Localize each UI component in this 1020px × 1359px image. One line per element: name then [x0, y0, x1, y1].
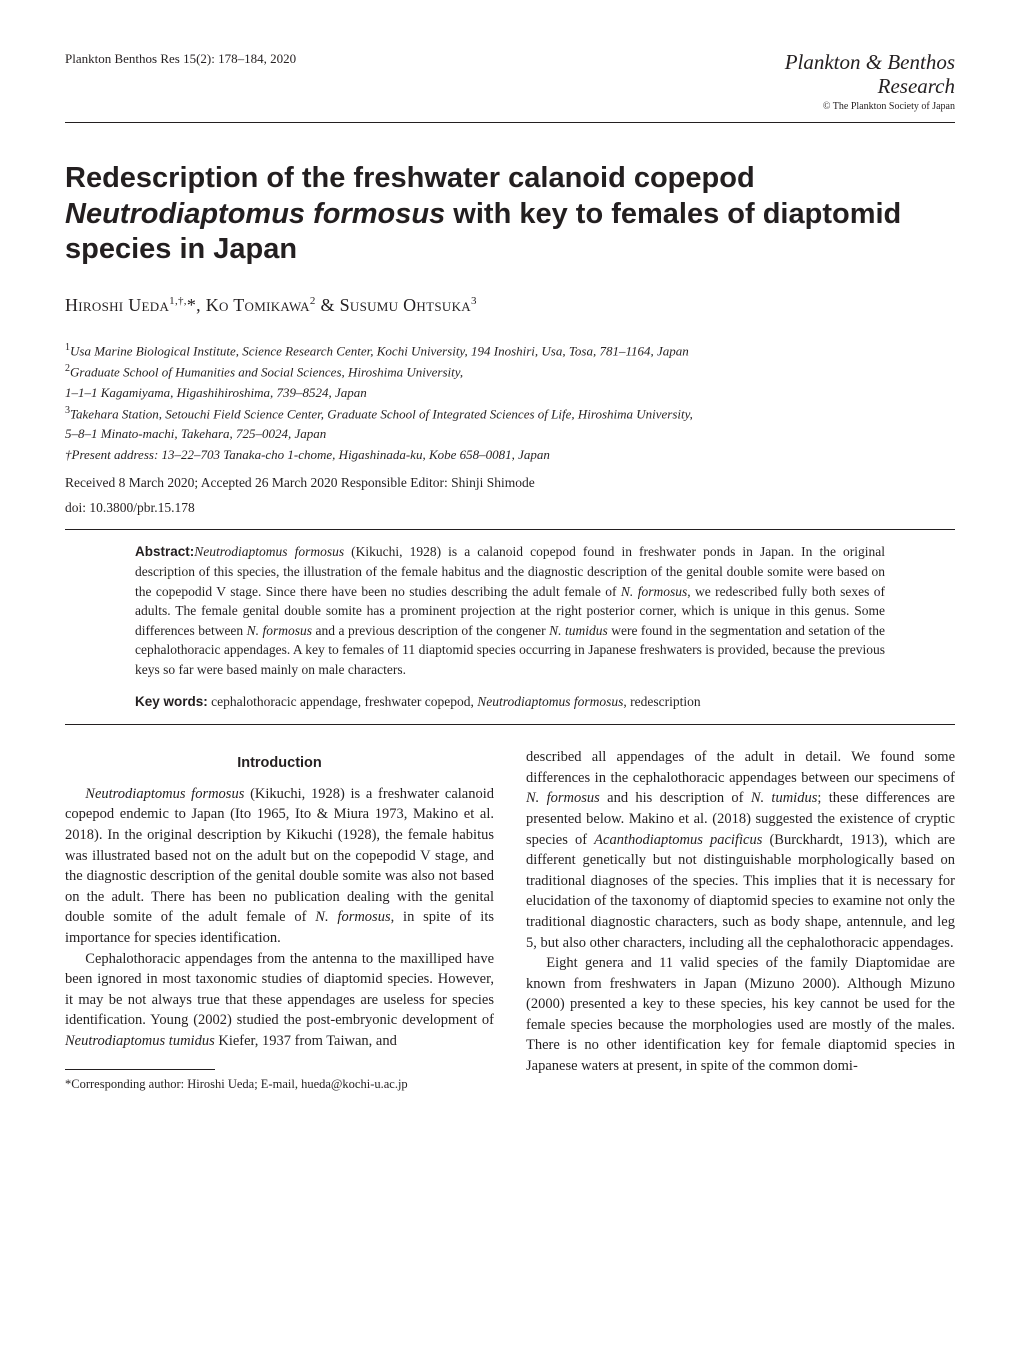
body-columns: Introduction Neutrodiaptomus formosus (K… [65, 747, 955, 1094]
title-species: Neutrodiaptomus formosus [65, 198, 445, 230]
affil-3a: 3Takehara Station, Setouchi Field Scienc… [65, 404, 955, 424]
abstract-text: Neutrodiaptomus formosus (Kikuchi, 1928)… [135, 544, 885, 676]
right-para-1: described all appendages of the adult in… [526, 747, 955, 953]
affil-1: 1Usa Marine Biological Institute, Scienc… [65, 341, 955, 361]
abstract-top-rule [65, 529, 955, 530]
journal-ref: Plankton Benthos Res 15(2): 178–184, 202… [65, 50, 296, 68]
right-para-2: Eight genera and 11 valid species of the… [526, 953, 955, 1076]
corresponding-footnote: *Corresponding author: Hiroshi Ueda; E-m… [65, 1076, 494, 1094]
keywords-label: Key words: [135, 694, 208, 709]
affiliations: 1Usa Marine Biological Institute, Scienc… [65, 341, 955, 464]
affil-2a: 2Graduate School of Humanities and Socia… [65, 362, 955, 382]
keywords: Key words: cephalothoracic appendage, fr… [135, 693, 885, 712]
left-para-1: Neutrodiaptomus formosus (Kikuchi, 1928)… [65, 784, 494, 949]
abstract-bottom-rule [65, 724, 955, 725]
affil-3b: 5–8–1 Minato-machi, Takehara, 725–0024, … [65, 425, 955, 443]
keywords-text: cephalothoracic appendage, freshwater co… [208, 694, 701, 709]
journal-name-line2: Research [715, 74, 955, 98]
footnote-rule [65, 1069, 215, 1070]
authors: Hiroshi Ueda1,†,*, Ko Tomikawa2 & Susumu… [65, 293, 955, 318]
header-rule [65, 122, 955, 123]
title-pre: Redescription of the freshwater calanoid… [65, 162, 755, 194]
article-title: Redescription of the freshwater calanoid… [65, 161, 955, 267]
doi: doi: 10.3800/pbr.15.178 [65, 499, 955, 518]
right-column: described all appendages of the adult in… [526, 747, 955, 1094]
affil-2b: 1–1–1 Kagamiyama, Higashihiroshima, 739–… [65, 384, 955, 402]
left-para-2: Cephalothoracic appendages from the ante… [65, 949, 494, 1052]
received-line: Received 8 March 2020; Accepted 26 March… [65, 474, 955, 493]
left-column: Introduction Neutrodiaptomus formosus (K… [65, 747, 494, 1094]
section-intro: Introduction [65, 753, 494, 774]
journal-name-line1: Plankton & Benthos [715, 50, 955, 74]
society-line: © The Plankton Society of Japan [715, 100, 955, 114]
present-address: †Present address: 13–22–703 Tanaka-cho 1… [65, 446, 955, 464]
abstract: Abstract:Neutrodiaptomus formosus (Kikuc… [135, 542, 885, 679]
abstract-label: Abstract: [135, 544, 194, 559]
journal-box: Plankton & Benthos Research © The Plankt… [715, 50, 955, 114]
